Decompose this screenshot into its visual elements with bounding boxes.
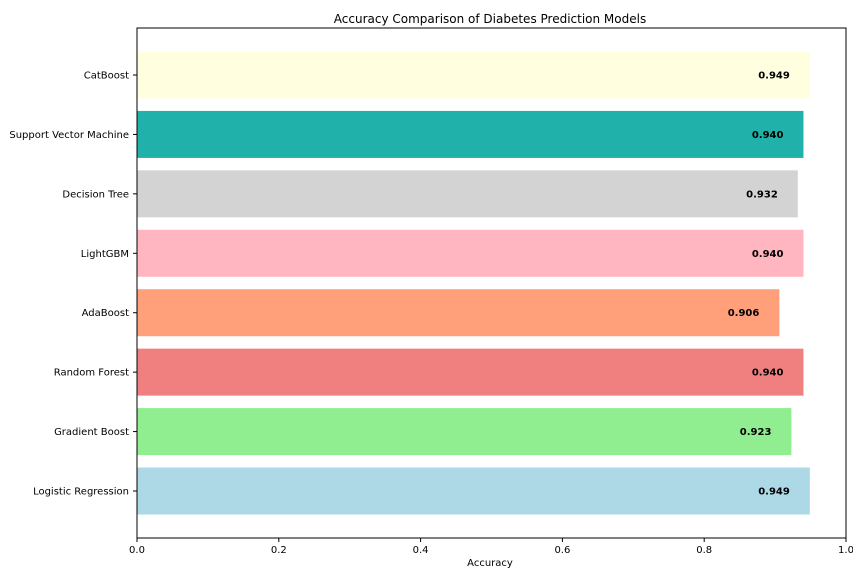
bar-value-label: 0.906 [728,308,760,319]
y-tick-label: Gradient Boost [54,427,129,438]
x-tick-label: 0.0 [129,545,145,556]
y-tick-label: Logistic Regression [33,487,129,498]
bar-value-label: 0.940 [752,249,784,260]
x-tick-label: 1.0 [838,545,853,556]
y-axis: CatBoost Support Vector Machine Decision T… [9,71,137,498]
x-tick-label: 0.8 [696,545,712,556]
bar [137,51,810,99]
bar [137,408,792,456]
bar-value-label: 0.949 [758,487,790,498]
x-tick-label: 0.4 [413,545,429,556]
x-axis-label: Accuracy [467,558,513,568]
bar [137,289,780,337]
y-tick-label: Random Forest [54,368,129,379]
x-tick-label: 0.2 [271,545,287,556]
bar-value-label: 0.923 [740,427,772,438]
x-axis: 0.0 0.2 0.4 0.6 0.8 1.0 [129,538,853,556]
bar [137,467,810,515]
y-tick-label: AdaBoost [82,308,129,319]
bar-value-label: 0.932 [746,189,778,200]
y-tick-label: CatBoost [84,71,129,82]
bar-value-label: 0.949 [758,71,790,82]
y-tick-label: LightGBM [81,249,129,260]
bar-value-label: 0.940 [752,368,784,379]
y-tick-label: Decision Tree [62,189,129,200]
chart-title: Accuracy Comparison of Diabetes Predicti… [334,12,646,26]
bar [137,170,798,218]
bar [137,229,804,277]
y-tick-label: Support Vector Machine [9,130,129,141]
value-labels-group: 0.949 0.940 0.932 0.940 0.906 0.940 0.923 0.949 [728,71,790,498]
bars-group [137,51,810,515]
bar-value-label: 0.940 [752,130,784,141]
plot-frame [136,27,847,539]
bar [137,110,804,158]
bar [137,348,804,396]
x-tick-label: 0.6 [554,545,570,556]
